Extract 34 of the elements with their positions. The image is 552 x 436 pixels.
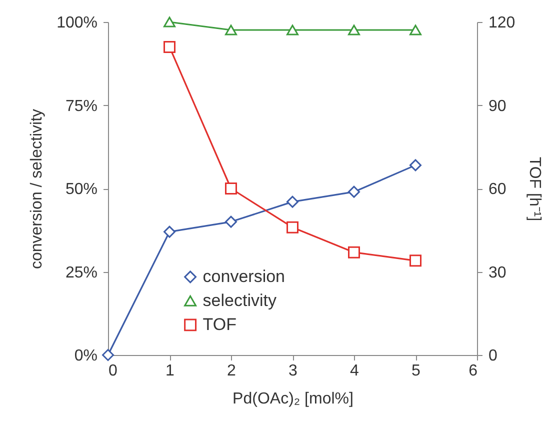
point — [164, 226, 176, 238]
y2-tick-label: 120 — [488, 14, 516, 32]
y-axis-title: conversion / selectivity — [28, 108, 46, 270]
point — [286, 24, 298, 36]
point — [225, 216, 237, 228]
point — [286, 196, 298, 208]
y-tick-label: 75% — [65, 98, 98, 115]
x-tick-label: 6 — [468, 362, 478, 380]
point — [410, 24, 422, 36]
point — [348, 186, 360, 198]
x-tick-label: 5 — [412, 362, 421, 380]
y2-tick-label: 90 — [488, 98, 506, 115]
legend-label: conversion — [202, 266, 286, 286]
x-tick-label: 0 — [108, 362, 118, 380]
point — [348, 24, 360, 36]
y-tick-label: 100% — [56, 14, 98, 32]
y-tick-label: 50% — [65, 181, 98, 198]
point — [102, 349, 114, 361]
point — [164, 16, 176, 28]
legend-label: selectivity — [202, 290, 277, 310]
x-tick-label: 1 — [166, 362, 175, 380]
point — [225, 24, 237, 36]
y2-axis-title: TOF [h⁻¹] — [526, 156, 544, 222]
x-tick-label: 3 — [288, 362, 298, 380]
x-tick-label: 4 — [350, 362, 360, 380]
y-tick-label: 25% — [65, 264, 98, 282]
x-axis-title: Pd(OAc)₂ [mol%] — [232, 390, 354, 408]
y-tick-label: 0% — [74, 348, 98, 364]
legend-label: TOF — [202, 314, 236, 334]
x-tick-label: 2 — [227, 362, 236, 380]
point — [410, 159, 422, 172]
y2-tick-label: 0 — [488, 348, 498, 364]
y2-tick-label: 30 — [488, 264, 506, 282]
y2-tick-label: 60 — [488, 181, 506, 198]
